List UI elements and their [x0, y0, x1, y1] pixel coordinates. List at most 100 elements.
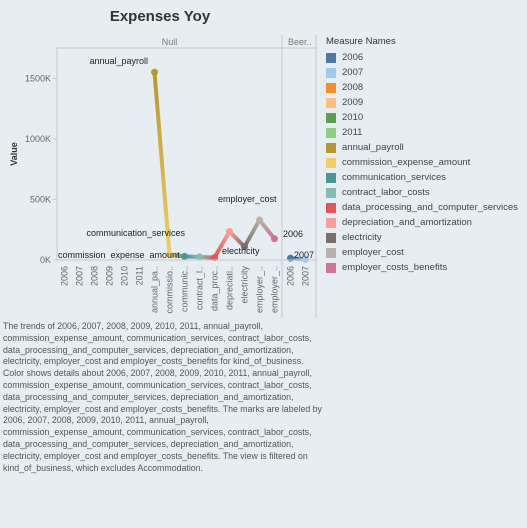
legend-item[interactable]: communication_services — [326, 170, 518, 185]
legend-label: contract_labor_costs — [342, 187, 430, 198]
data-point[interactable] — [151, 68, 158, 76]
data-point[interactable] — [271, 235, 278, 243]
legend-item[interactable]: 2008 — [326, 80, 518, 95]
data-points — [151, 68, 309, 263]
legend-item[interactable]: 2011 — [326, 125, 518, 140]
legend-item[interactable]: commission_expense_amount — [326, 155, 518, 170]
legend-item[interactable]: data_processing_and_computer_services — [326, 200, 518, 215]
x-tick-label: contract_l.. — [195, 266, 205, 310]
legend-label: 2010 — [342, 112, 364, 123]
data-label: employer_cost — [218, 194, 277, 204]
plot-frame: Null Beer.. — [57, 35, 317, 318]
data-label: commission_expense_amount — [58, 250, 180, 260]
data-label: 2006 — [283, 229, 303, 239]
legend-label: data_processing_and_computer_services — [342, 202, 518, 213]
legend-swatch — [326, 247, 336, 258]
legend-item[interactable]: 2010 — [326, 110, 518, 125]
legend-swatch — [326, 232, 336, 243]
y-tick-label: 500K — [30, 194, 51, 204]
legend-label: communication_services — [342, 172, 447, 183]
legend-item[interactable]: depreciation_and_amortization — [326, 215, 518, 230]
legend-item[interactable]: employer_costs_benefits — [326, 260, 518, 275]
legend-item[interactable]: electricity — [326, 230, 518, 245]
y-axis-label: Value — [9, 142, 19, 166]
legend-label: electricity — [342, 232, 382, 243]
x-tick-label: communic.. — [180, 266, 190, 312]
chart-area: Null Beer.. annual_payroll commission_expe… — [9, 35, 317, 318]
legend-swatch — [326, 262, 336, 273]
legend-swatch — [326, 97, 336, 108]
y-tick-label: 1500K — [25, 73, 51, 83]
x-tick-label: 2009 — [105, 266, 115, 286]
data-label: electricity — [222, 246, 260, 256]
legend-swatch — [326, 127, 336, 138]
legend-swatch — [326, 112, 336, 123]
legend-item[interactable]: employer_cost — [326, 245, 518, 260]
legend-title: Measure Names — [326, 36, 396, 47]
data-point[interactable] — [196, 253, 203, 261]
x-tick-label: 2011 — [135, 266, 145, 285]
x-tick-label: employer_.. — [270, 266, 280, 313]
chart-caption: The trends of 2006, 2007, 2008, 2009, 20… — [3, 321, 322, 473]
chart-title: Expenses Yoy — [109, 8, 211, 25]
x-tick-label: 2006 — [286, 266, 296, 286]
data-point[interactable] — [211, 254, 218, 262]
legend-item[interactable]: 2006 — [326, 50, 518, 65]
legend-label: 2007 — [342, 67, 364, 78]
legend-item[interactable]: annual_payroll — [326, 140, 518, 155]
axes: 0K 500K 1000K 1500K Value 2006 2007 2008 2009 201… — [9, 48, 316, 314]
legend-item[interactable]: contract_labor_costs — [326, 185, 518, 200]
data-point[interactable] — [256, 216, 263, 224]
data-point[interactable] — [287, 254, 294, 262]
legend-item[interactable]: 2009 — [326, 95, 518, 110]
legend-item[interactable]: 2007 — [326, 65, 518, 80]
x-tick-label: 2006 — [60, 266, 70, 286]
x-tick-label: 2008 — [90, 266, 100, 286]
legend-swatch — [326, 52, 336, 63]
panel-header: Beer.. — [288, 37, 312, 47]
legend-swatch — [326, 217, 336, 228]
y-tick-label: 0K — [40, 255, 51, 265]
series-line-segment — [242, 218, 262, 249]
y-tick-label: 1000K — [25, 134, 51, 144]
legend-label: 2008 — [342, 82, 364, 93]
series-line-segment — [152, 70, 172, 257]
legend-swatch — [326, 142, 336, 153]
legend: Measure Names 2006 2007 2008 2009 2010 2011 an… — [326, 36, 518, 275]
data-point[interactable] — [166, 251, 173, 259]
legend-label: annual_payroll — [342, 142, 404, 153]
legend-label: employer_cost — [342, 247, 404, 258]
legend-label: 2006 — [342, 52, 364, 63]
legend-swatch — [326, 172, 336, 183]
data-point[interactable] — [302, 255, 309, 263]
data-point[interactable] — [241, 243, 248, 251]
data-labels: annual_payroll commission_expense_amount c… — [58, 56, 314, 260]
x-tick-label: commissio.. — [165, 266, 175, 314]
legend-swatch — [326, 67, 336, 78]
x-tick-label: employer_.. — [255, 266, 265, 313]
data-label: 2007 — [294, 250, 314, 260]
x-tick-label: 2010 — [120, 266, 130, 286]
data-point[interactable] — [181, 252, 188, 260]
legend-swatch — [326, 157, 336, 168]
series-line-segment — [227, 229, 247, 249]
legend-label: 2011 — [342, 127, 363, 138]
legend-label: commission_expense_amount — [342, 157, 471, 168]
legend-swatch — [326, 82, 336, 93]
x-tick-label: electricity — [240, 266, 250, 304]
legend-swatch — [326, 187, 336, 198]
series-line-segment — [257, 218, 277, 241]
legend-label: 2009 — [342, 97, 364, 108]
data-point[interactable] — [226, 228, 233, 236]
data-label: communication_services — [86, 228, 185, 238]
x-tick-label: 2007 — [301, 266, 311, 286]
legend-swatch — [326, 202, 336, 213]
x-tick-label: data_proc.. — [210, 266, 220, 311]
x-tick-label: 2007 — [75, 266, 85, 286]
panel-header: Null — [162, 37, 178, 47]
legend-label: depreciation_and_amortization — [342, 217, 472, 228]
series-line-segment — [212, 229, 232, 260]
x-tick-label: annual_pa.. — [150, 266, 160, 313]
x-tick-label: depreciati.. — [225, 266, 235, 310]
